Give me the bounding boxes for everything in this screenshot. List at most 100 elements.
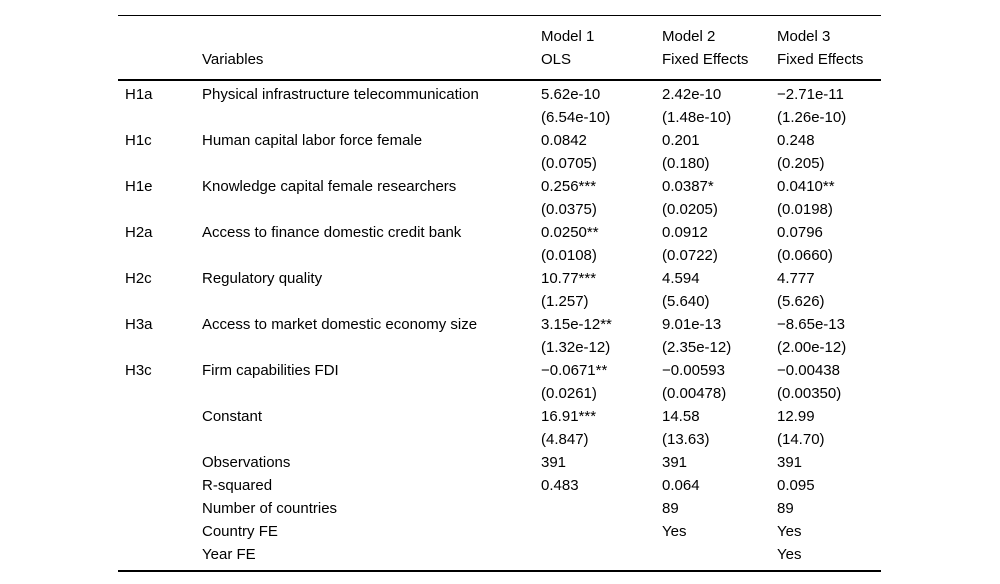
stderr-row: (1.32e-12) (2.35e-12) (2.00e-12) [118,336,881,359]
summary-value: 89 [777,500,794,517]
stderr-cell: (1.26e-10) [777,109,847,126]
stderr-cell: (1.48e-10) [662,109,732,126]
summary-value: 391 [777,454,803,471]
summary-value [541,497,662,520]
stderr-cell: (5.640) [662,293,710,310]
stderr-row: (0.0108) (0.0722) (0.0660) [118,244,881,267]
empty-cell [118,336,202,359]
estimate-cell: 0.256*** [541,178,597,195]
empty-cell [202,106,541,129]
hypothesis-label [118,405,202,428]
empty-cell [118,382,202,405]
empty-cell [118,428,202,451]
empty-cell [202,244,541,267]
coef-row: H2c Regulatory quality 10.77*** 4.594 4.… [118,267,881,290]
estimate-cell: −2.71e-11 [777,86,844,103]
empty-cell [202,382,541,405]
stderr-cell: (6.54e-10) [541,109,611,126]
coef-row: H3c Firm capabilities FDI −0.0671** −0.0… [118,359,881,382]
model-2-estimator: Fixed Effects [662,51,749,68]
summary-label: Year FE [202,546,256,563]
estimate-cell: 0.248 [777,132,815,149]
model-3-name: Model 3 [777,28,831,45]
variable-name: Constant [202,408,263,425]
empty-cell [202,152,541,175]
stderr-cell: (13.63) [662,431,710,448]
estimate-cell: 4.594 [662,270,700,287]
stderr-cell: (0.0205) [662,201,718,218]
stderr-row: (0.0261) (0.00478) (0.00350) [118,382,881,405]
variable-name: Physical infrastructure telecommunicatio… [202,86,479,103]
estimate-cell: −0.00593 [662,362,725,379]
summary-value: Yes [777,546,802,563]
estimate-cell: 2.42e-10 [662,86,722,103]
empty-cell [118,290,202,313]
empty-cell [118,244,202,267]
stderr-cell: (0.0375) [541,201,597,218]
estimate-cell: 3.15e-12** [541,316,612,333]
summary-value: 391 [541,454,567,471]
stderr-cell: (1.257) [541,293,589,310]
estimate-cell: 0.0250** [541,224,599,241]
summary-value: 89 [662,500,679,517]
empty-cell [118,543,202,566]
estimate-cell: 4.777 [777,270,815,287]
summary-value [541,543,662,566]
summary-value: 0.095 [777,477,815,494]
variables-column-header: Variables [202,51,264,68]
stderr-cell: (2.00e-12) [777,339,847,356]
empty-cell [202,198,541,221]
stderr-cell: (14.70) [777,431,825,448]
hypothesis-label: H3a [125,316,153,333]
model-2-name: Model 2 [662,28,716,45]
estimate-cell: 10.77*** [541,270,597,287]
stderr-row: (1.257) (5.640) (5.626) [118,290,881,313]
empty-cell [118,474,202,497]
stderr-row: (0.0705) (0.180) (0.205) [118,152,881,175]
summary-row: Observations 391 391 391 [118,451,881,474]
variable-name: Human capital labor force female [202,132,423,149]
summary-value: 0.483 [541,477,579,494]
stderr-cell: (0.205) [777,155,825,172]
stderr-cell: (0.0660) [777,247,833,264]
stderr-cell: (2.35e-12) [662,339,732,356]
summary-value [662,543,777,566]
hypothesis-label: H3c [125,362,152,379]
model-1-estimator: OLS [541,51,572,68]
coef-row: H1a Physical infrastructure telecommunic… [118,83,881,106]
estimate-cell: 0.0796 [777,224,823,241]
stderr-row: (0.0375) (0.0205) (0.0198) [118,198,881,221]
stderr-cell: (0.0261) [541,385,597,402]
model-3-estimator: Fixed Effects [777,51,864,68]
estimate-cell: 0.0410** [777,178,835,195]
estimate-cell: 12.99 [777,408,815,425]
stderr-cell: (1.32e-12) [541,339,611,356]
estimate-cell: −0.0671** [541,362,608,379]
estimate-cell: −8.65e-13 [777,316,845,333]
summary-label: Observations [202,454,291,471]
stderr-cell: (0.180) [662,155,710,172]
summary-label: R-squared [202,477,273,494]
estimate-cell: 16.91*** [541,408,597,425]
summary-row: Year FE Yes [118,543,881,566]
summary-value: 391 [662,454,688,471]
estimate-cell: 14.58 [662,408,700,425]
hypothesis-label: H1a [125,86,153,103]
hypothesis-label: H1e [125,178,153,195]
summary-row: Country FE Yes Yes [118,520,881,543]
stderr-cell: (4.847) [541,431,589,448]
empty-cell [118,152,202,175]
empty-cell [202,290,541,313]
empty-cell [118,497,202,520]
stderr-cell: (0.0108) [541,247,597,264]
estimate-cell: 0.201 [662,132,700,149]
empty-cell [118,198,202,221]
variable-name: Access to finance domestic credit bank [202,224,462,241]
variable-name: Knowledge capital female researchers [202,178,457,195]
summary-row: R-squared 0.483 0.064 0.095 [118,474,881,497]
empty-cell [118,25,202,48]
stderr-cell: (0.00478) [662,385,727,402]
summary-row: Number of countries 89 89 [118,497,881,520]
header-row-estimators: Variables OLS Fixed Effects Fixed Effect… [118,48,881,71]
header-row-model-names: Model 1 Model 2 Model 3 [118,25,881,48]
